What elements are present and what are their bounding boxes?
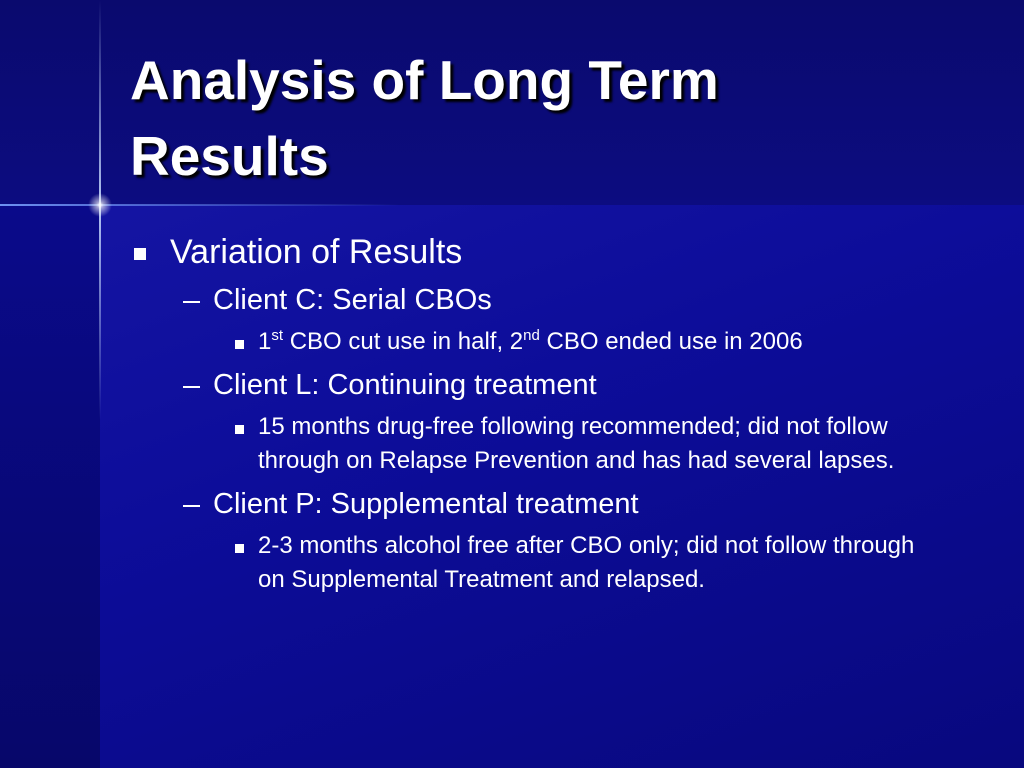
bullet-square — [235, 340, 244, 349]
detail-text: CBO ended use in 2006 — [539, 328, 803, 355]
left-band — [0, 205, 100, 768]
detail-text: 2-3 months alcohol free after CBO only; … — [258, 532, 915, 593]
detail-text: 1 — [258, 328, 272, 355]
bullet-text: Variation of Results — [170, 233, 463, 271]
flare-horizontal — [0, 204, 400, 206]
sub-item: Client C: Serial CBOs — [130, 280, 950, 320]
bullet-square — [235, 425, 244, 434]
sub-item-text: Client C: Serial CBOs — [213, 284, 492, 316]
bullet-dash — [183, 301, 200, 303]
bullet-dash — [183, 386, 200, 388]
superscript: st — [271, 327, 284, 344]
bullet-list: Variation of Results Client C: Serial CBO… — [130, 230, 950, 597]
title-band — [0, 0, 1024, 205]
detail-text: 15 months drug-free following recommende… — [258, 413, 895, 474]
detail-item: 2-3 months alcohol free after CBO only; … — [130, 529, 950, 597]
sub-item: Client L: Continuing treatment — [130, 365, 950, 405]
bullet-square — [235, 544, 244, 553]
detail-item: 15 months drug-free following recommende… — [130, 410, 950, 478]
flare-star — [88, 193, 112, 217]
superscript: nd — [523, 327, 540, 344]
detail-item: 1st CBO cut use in half, 2nd CBO ended u… — [130, 325, 950, 359]
sub-item-text: Client L: Continuing treatment — [213, 369, 597, 401]
bullet-square — [134, 248, 146, 260]
detail-text: CBO cut use in half, 2 — [283, 328, 524, 355]
bullet-item: Variation of Results — [130, 230, 950, 274]
bullet-dash — [183, 505, 200, 507]
sub-item: Client P: Supplemental treatment — [130, 484, 950, 524]
slide-title: Analysis of Long Term Results — [130, 49, 719, 187]
sub-item-text: Client P: Supplemental treatment — [213, 488, 639, 520]
